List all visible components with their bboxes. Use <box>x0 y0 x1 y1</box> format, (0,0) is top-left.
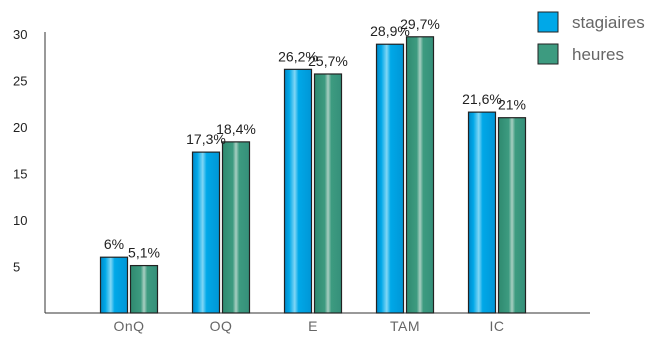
bar-stagiaires-IC <box>467 111 497 314</box>
data-label-stagiaires-IC: 21,6% <box>462 91 502 107</box>
data-label-heures-OnQ: 5,1% <box>128 245 160 261</box>
category-label-TAM: TAM <box>390 318 420 334</box>
data-label-stagiaires-OQ: 17,3% <box>186 131 226 147</box>
data-label-stagiaires-E: 26,2% <box>278 48 318 64</box>
bars <box>99 36 527 314</box>
y-tick-label: 15 <box>13 167 27 182</box>
category-label-OQ: OQ <box>210 318 233 334</box>
data-label-stagiaires-OnQ: 6% <box>104 236 124 252</box>
data-label-heures-TAM: 29,7% <box>400 16 440 32</box>
bar-heures-E <box>313 73 343 314</box>
y-tick-label: 5 <box>13 260 20 275</box>
bar-heures-TAM <box>405 36 435 314</box>
data-label-heures-E: 25,7% <box>308 53 348 69</box>
data-label-stagiaires-TAM: 28,9% <box>370 23 410 39</box>
legend: stagiaires heures <box>537 11 645 65</box>
category-label-E: E <box>308 318 318 334</box>
category-label-OnQ: OnQ <box>113 318 144 334</box>
labels: 6%5,1% OnQ 17,3%18,4% OQ 26,2%25,7% E 28,9%29,… <box>104 16 526 334</box>
legend-swatch-heures <box>537 43 559 65</box>
bar-stagiaires-E <box>283 68 313 314</box>
bar-stagiaires-OnQ <box>99 256 129 314</box>
bar-heures-OnQ <box>129 264 159 314</box>
y-tick-label: 30 <box>13 27 27 42</box>
legend-label-heures: heures <box>572 45 624 64</box>
bar-heures-IC <box>497 117 527 314</box>
y-tick-label: 10 <box>13 213 27 228</box>
legend-label-stagiaires: stagiaires <box>572 13 645 32</box>
legend-swatch-stagiaires <box>537 11 559 33</box>
bar-stagiaires-TAM <box>375 43 405 314</box>
bar-stagiaires-OQ <box>191 151 221 314</box>
category-label-IC: IC <box>490 318 505 334</box>
data-label-heures-OQ: 18,4% <box>216 121 256 137</box>
bar-heures-OQ <box>221 141 251 314</box>
y-tick-label: 20 <box>13 120 27 135</box>
data-label-heures-IC: 21% <box>498 97 526 113</box>
y-tick-label: 25 <box>13 74 27 89</box>
